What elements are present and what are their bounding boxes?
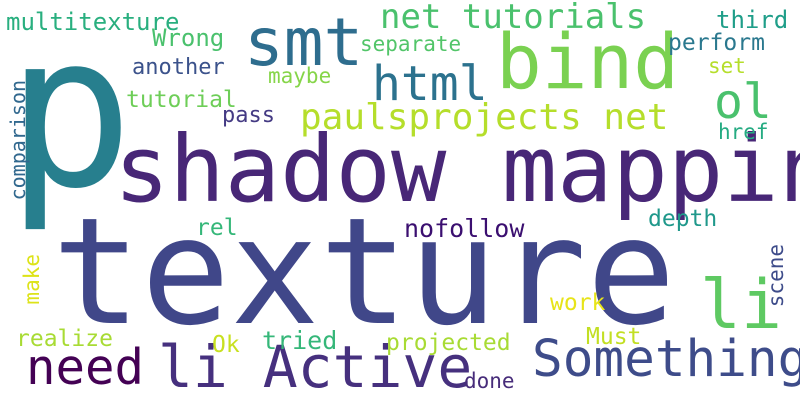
- word-li-active: li Active: [158, 333, 473, 400]
- word-tried: tried: [262, 326, 338, 355]
- word-depth: depth: [648, 206, 718, 232]
- word-multitexture: multitexture: [6, 8, 180, 36]
- word-texture: texture: [52, 186, 676, 358]
- word-p: p: [6, 0, 134, 235]
- word-ol: ol: [714, 74, 772, 130]
- word-tutorial: tutorial: [126, 87, 237, 113]
- word-perform: perform: [668, 30, 765, 56]
- word-must: Must: [586, 324, 642, 350]
- word-href: href: [718, 120, 769, 144]
- word-done: done: [464, 369, 515, 393]
- word-set: set: [708, 54, 746, 78]
- word-maybe: maybe: [268, 64, 332, 88]
- word-wrong: Wrong: [152, 24, 225, 52]
- word-pass: pass: [222, 103, 275, 128]
- word-third: third: [716, 6, 789, 34]
- word-rel: rel: [196, 215, 238, 241]
- word-html: html: [372, 56, 488, 112]
- word-li: li: [700, 266, 782, 345]
- word-separate: separate: [360, 32, 462, 56]
- word-another: another: [132, 55, 225, 80]
- word-smt: smt: [244, 4, 364, 81]
- word-bind: bind: [496, 17, 680, 106]
- word-realize: realize: [16, 326, 113, 352]
- word-something: Something: [532, 330, 800, 389]
- word-scene: scene: [764, 244, 788, 308]
- word-shadow-mapping: shadow mapping: [114, 116, 800, 223]
- word-net-tutorials: net tutorials: [380, 0, 647, 37]
- word-nofollow: nofollow: [404, 214, 525, 243]
- word-need: need: [26, 339, 145, 396]
- word-make: make: [20, 254, 44, 305]
- word-ok: Ok: [212, 332, 240, 358]
- word-comparison: comparison: [6, 80, 30, 201]
- word-work: work: [550, 290, 606, 316]
- word-projected: projected: [386, 330, 511, 356]
- word-paulsprojects-net: paulsprojects net: [300, 97, 669, 138]
